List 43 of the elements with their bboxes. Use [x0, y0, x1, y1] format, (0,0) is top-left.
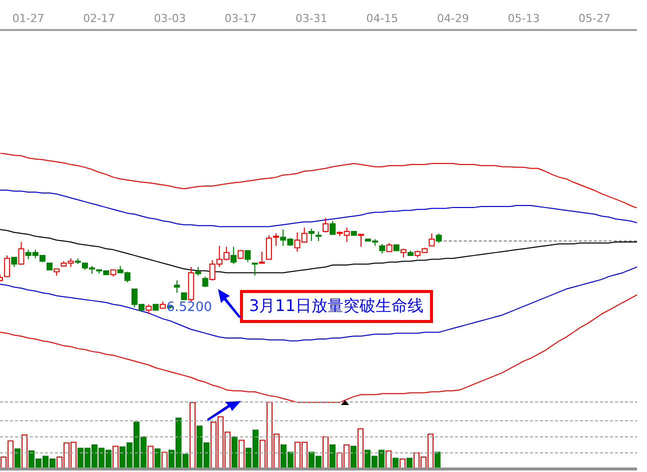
bar [358, 428, 364, 469]
bar [190, 402, 196, 469]
candlestick [266, 234, 272, 260]
candlestick [18, 242, 24, 265]
x-tick-label: 05-27 [578, 12, 611, 25]
candlestick [174, 280, 180, 294]
x-tick-label: 02-17 [83, 12, 116, 25]
annotation: 6.5200 [166, 300, 212, 315]
candlestick [244, 250, 251, 263]
candlestick [358, 234, 364, 248]
candlestick [322, 218, 329, 233]
bar [238, 440, 244, 469]
candlestick [436, 232, 442, 244]
bar [22, 434, 28, 469]
candlestick [273, 232, 280, 246]
x-tick-label: 05-13 [508, 12, 540, 25]
bar [14, 448, 20, 469]
candlestick [308, 228, 314, 242]
candlestick [316, 230, 322, 242]
candlestick [252, 262, 258, 276]
candlestick [330, 220, 336, 235]
bar [232, 436, 238, 469]
x-tick-label: 01-27 [12, 12, 44, 25]
x-tick-label: 03-03 [154, 12, 186, 25]
bar [350, 446, 356, 469]
candlestick [11, 256, 18, 268]
x-tick-label: 04-15 [366, 12, 398, 25]
candlestick [428, 232, 435, 246]
x-tick-label: 03-17 [224, 12, 257, 25]
x-tick-label: 04-29 [436, 12, 469, 25]
candlestick [379, 243, 386, 254]
bar [112, 446, 118, 469]
bar [322, 436, 328, 469]
x-tick-label: 03-31 [295, 12, 328, 25]
bar [154, 448, 160, 469]
annotation: 3月11日放量突破生命线 [240, 290, 433, 323]
bar [330, 444, 336, 469]
candlestick [230, 246, 237, 265]
candlestick [4, 254, 10, 278]
candlestick [146, 304, 152, 314]
candlestick [258, 251, 265, 264]
candlestick [202, 276, 208, 288]
bar [148, 446, 154, 469]
